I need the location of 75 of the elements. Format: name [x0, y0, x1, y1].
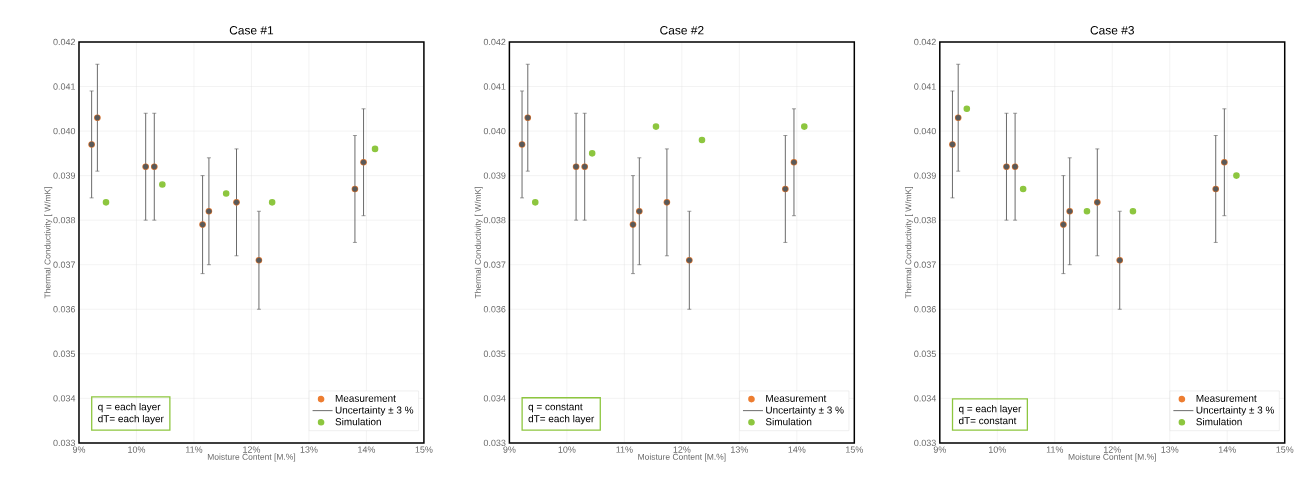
y-tick-label: 0.037 [914, 261, 936, 268]
y-tick-label: 0.033 [53, 439, 76, 447]
legend-label: Simulation [765, 418, 812, 426]
x-tick-label: 13% [731, 446, 748, 453]
x-tick-label: 10% [558, 446, 576, 453]
x-tick-label: 15% [846, 446, 863, 453]
x-tick-label: 11% [616, 446, 633, 453]
y-tick-label: 0.037 [53, 261, 76, 268]
y-tick-label: 0.038 [483, 217, 506, 224]
y-tick-label: 0.039 [53, 172, 76, 179]
x-tick-label: 9% [72, 446, 86, 453]
x-tick-label: 12% [673, 446, 691, 453]
annotation: q = constant [528, 403, 583, 413]
y-tick-label: 0.042 [53, 38, 76, 46]
x-tick-label: 13% [1161, 446, 1179, 453]
x-tick-label: 10% [989, 446, 1006, 453]
y-tick-label: 0.033 [914, 439, 936, 447]
x-tick-label: 12% [1103, 446, 1121, 453]
legend-label: Simulation [1196, 418, 1242, 426]
x-tick-label: 10% [128, 446, 146, 453]
y-tick-label: 0.033 [483, 439, 506, 447]
y-axis-title: Thermal Conductivity [ W/mK] [474, 187, 483, 299]
y-tick-label: 0.041 [914, 83, 936, 90]
x-axis-title: Moisture Content [M.%] [1068, 453, 1156, 462]
x-tick-label: 13% [300, 446, 318, 453]
y-tick-label: 0.040 [53, 127, 76, 135]
y-tick-label: 0.041 [483, 83, 506, 90]
x-tick-label: 14% [358, 446, 376, 453]
y-tick-label: 0.038 [914, 217, 936, 224]
annotation: dT= constant [958, 416, 1017, 425]
x-tick-label: 9% [933, 446, 946, 453]
x-tick-label: 9% [503, 446, 516, 453]
x-tick-label: 11% [1046, 446, 1064, 453]
y-tick-label: 0.035 [483, 350, 506, 358]
annotation: dT= each layer [528, 414, 595, 425]
annotation: q = each layer [98, 403, 161, 413]
x-axis-title: Moisture Content [M.%] [207, 453, 296, 462]
annotation: q = each layer [958, 405, 1022, 415]
x-tick-label: 14% [788, 446, 806, 453]
y-tick-label: 0.036 [914, 306, 936, 313]
y-tick-label: 0.042 [914, 38, 936, 46]
y-tick-label: 0.040 [914, 127, 936, 135]
y-tick-label: 0.036 [483, 306, 506, 313]
y-tick-label: 0.042 [483, 38, 506, 46]
y-axis-title: Thermal Conductivity [ W/mK] [44, 187, 53, 299]
legend-label: Measurement [766, 395, 827, 402]
y-tick-label: 0.039 [914, 172, 936, 179]
legend-label: Measurement [1196, 395, 1257, 402]
x-tick-label: 12% [243, 446, 261, 453]
chart-title: Case #1 [229, 26, 274, 35]
x-axis-title: Moisture Content [M.%] [638, 453, 726, 462]
chart-title: Case #3 [1090, 26, 1134, 35]
x-tick-label: 11% [186, 446, 203, 453]
y-axis-title: Thermal Conductivity [ W/mK] [905, 187, 913, 299]
annotation: dT= each layer [98, 414, 164, 425]
legend-label: Measurement [335, 395, 396, 402]
chart-title: Case #2 [660, 26, 704, 35]
y-tick-label: 0.037 [483, 261, 506, 268]
y-tick-label: 0.039 [483, 172, 506, 179]
y-tick-label: 0.036 [53, 306, 76, 313]
y-tick-label: 0.035 [53, 350, 76, 358]
x-tick-label: 15% [1276, 446, 1294, 453]
y-tick-label: 0.041 [53, 83, 76, 90]
legend-label: Simulation [335, 418, 381, 426]
legend-label: Uncertainty ± 3 % [1196, 406, 1275, 416]
x-tick-label: 15% [415, 446, 433, 453]
x-tick-label: 14% [1218, 446, 1236, 453]
y-tick-label: 0.034 [914, 395, 937, 402]
y-tick-label: 0.034 [483, 395, 506, 402]
legend-label: Uncertainty ± 3 % [766, 406, 844, 416]
y-tick-label: 0.035 [914, 350, 936, 358]
y-tick-label: 0.038 [53, 217, 76, 224]
y-tick-label: 0.034 [53, 395, 76, 402]
y-tick-label: 0.040 [483, 127, 506, 135]
legend-label: Uncertainty ± 3 % [335, 406, 414, 416]
